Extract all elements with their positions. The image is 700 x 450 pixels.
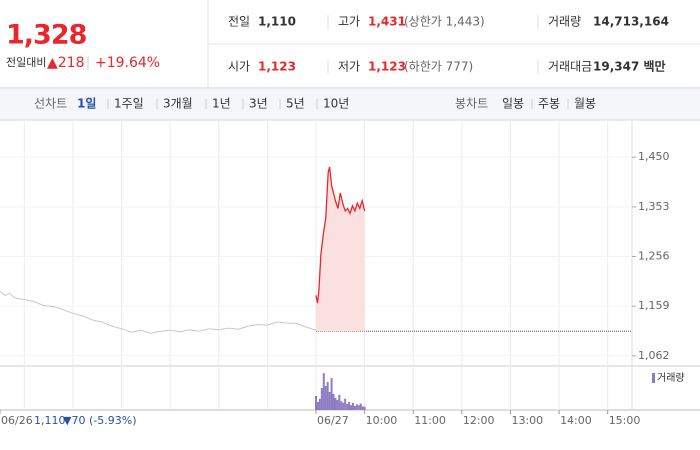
volume-bar [318,398,321,410]
x-tick-label: 13:00 [511,414,543,427]
change-label: 전일대비 [6,55,46,69]
cell-label: 저가 [338,60,360,74]
volume-bar [348,402,351,410]
volume-bar [320,388,323,410]
volume-bar [342,402,345,410]
volume-bar [359,403,362,410]
x-tick-label: 06/26 [1,414,33,427]
volume-bar [330,378,333,410]
chart: 1,450 1,353 1,256 1,159 1,062 06/26 06/27 10:00… [0,120,700,427]
period-tab[interactable]: 3개월 [163,97,193,111]
volume-bar [324,386,327,410]
period-tab[interactable]: 5년 [286,97,305,111]
tab-label: 봉차트 [455,97,488,111]
volume-bar [344,398,347,410]
price-line [315,166,366,304]
cell-label: 거래량 [548,15,581,29]
x-tick-label: 14:00 [560,414,592,427]
volume-bar [340,401,343,410]
volume-bar [336,400,339,410]
footer-change: ▼70 [63,414,85,427]
period-tab[interactable]: 10년 [323,97,349,111]
y-tick-label: 1,159 [638,299,670,312]
tabs: 선차트 1일 1주일 3개월 1년 3년 5년 10년 봉차트 일봉 주봉 월봉 [34,97,596,111]
volume-bar [315,396,317,410]
cell-value: 1,123 [258,60,296,74]
volume-bar [316,402,319,410]
period-tab[interactable]: 1주일 [114,97,144,111]
cell-value: 14,713,164 [593,15,669,29]
period-tab[interactable]: 3년 [249,97,268,111]
legend-swatch [652,373,655,383]
volume-bar [363,406,366,410]
x-tick-label: 15:00 [609,414,641,427]
volume-bar [332,394,335,410]
cell-value: 19,347 백만 [593,59,666,74]
candle-tab[interactable]: 주봉 [538,97,560,111]
price-line [0,290,317,334]
footer-price: 1,110 [34,414,66,427]
volume-bar [351,402,354,410]
volume-bar [355,404,358,410]
x-tick-label: 11:00 [414,414,446,427]
x-tick-label: 10:00 [366,414,398,427]
x-tick-label: 06/27 [317,414,349,427]
change: ▲218 [47,55,85,71]
cell-note: (하한가 777) [404,60,473,74]
period-tab[interactable]: 1년 [212,97,231,111]
cell-label: 시가 [228,60,250,74]
candle-tab[interactable]: 일봉 [502,97,524,111]
y-tick-label: 1,353 [638,200,670,213]
volume-bar [350,405,353,410]
volume-bar [328,392,331,410]
change-rate: +19.64% [95,55,160,71]
cell-label: 거래대금 [548,60,592,74]
y-tick-label: 1,062 [638,349,670,362]
volume-bar [322,373,325,410]
candle-tab[interactable]: 월봉 [574,97,596,111]
volume-bar [346,404,349,410]
y-tick-label: 1,256 [638,249,670,262]
cell-value: 1,123 [368,60,406,74]
legend-label: 거래량 [657,372,685,384]
period-tab[interactable]: 1일 [77,97,96,111]
tab-label: 선차트 [34,97,67,111]
volume-bar [326,382,329,410]
x-tick-label: 12:00 [463,414,495,427]
volume-bar [338,394,341,410]
y-tick-label: 1,450 [638,150,670,163]
footer-rate: (-5.93%) [89,414,137,427]
cell-note: (상한가 1,443) [404,15,485,29]
current-price: 1,328 [6,20,87,51]
volume-bar [361,406,364,410]
tab-bar [0,89,700,120]
summary-table: 전일 1,110 고가 1,431(상한가 1,443) 거래량 14,713,164 시가… [228,15,669,74]
cell-value: 1,110 [258,15,296,29]
volume-bar [357,405,360,410]
cell-value: 1,431 [368,15,406,29]
volume-bar [334,398,337,410]
price-area [316,166,365,332]
volume-bar [353,406,356,410]
cell-label: 전일 [228,15,250,29]
cell-label: 고가 [338,15,360,29]
